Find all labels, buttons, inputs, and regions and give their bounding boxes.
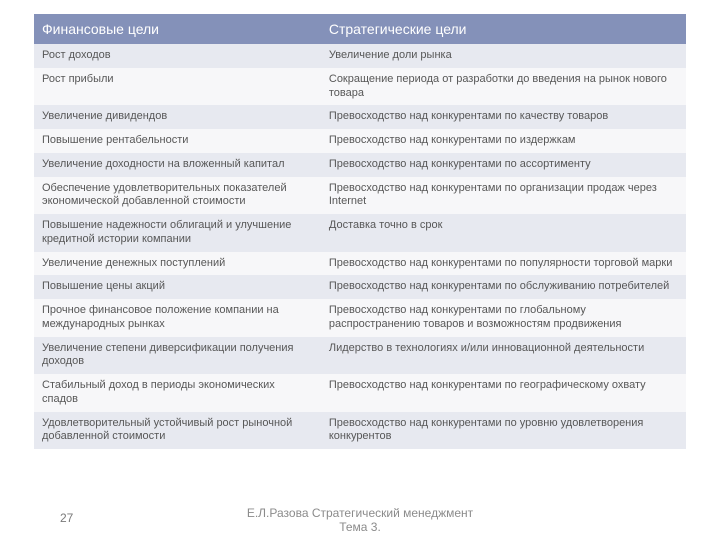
table-cell: Удовлетворительный устойчивый рост рыноч… (34, 412, 321, 450)
table-row: Увеличение доходности на вложенный капит… (34, 153, 686, 177)
table-cell: Повышение рентабельности (34, 129, 321, 153)
table-header-row: Финансовые цели Стратегические цели (34, 14, 686, 44)
table-cell: Повышение надежности облигаций и улучшен… (34, 214, 321, 252)
table-cell: Увеличение доли рынка (321, 44, 686, 68)
table-cell: Рост прибыли (34, 68, 321, 106)
table-cell: Увеличение доходности на вложенный капит… (34, 153, 321, 177)
footer-text-line2: Тема 3. (0, 520, 720, 534)
table-row: Увеличение дивидендовПревосходство над к… (34, 105, 686, 129)
footer-text-line1: Е.Л.Разова Стратегический менеджмент (247, 506, 473, 520)
table-cell: Увеличение денежных поступлений (34, 252, 321, 276)
table-cell: Прочное финансовое положение компании на… (34, 299, 321, 337)
table-cell: Обеспечение удовлетворительных показател… (34, 177, 321, 215)
table-row: Стабильный доход в периоды экономических… (34, 374, 686, 412)
table-body: Рост доходовУвеличение доли рынкаРост пр… (34, 44, 686, 449)
table-row: Рост доходовУвеличение доли рынка (34, 44, 686, 68)
table-row: Обеспечение удовлетворительных показател… (34, 177, 686, 215)
slide: Финансовые цели Стратегические цели Рост… (0, 0, 720, 540)
table-cell: Превосходство над конкурентами по органи… (321, 177, 686, 215)
table-cell: Превосходство над конкурентами по качест… (321, 105, 686, 129)
table-cell: Превосходство над конкурентами по уровню… (321, 412, 686, 450)
table-row: Повышение рентабельностиПревосходство на… (34, 129, 686, 153)
footer: Е.Л.Разова Стратегический менеджмент Тем… (0, 506, 720, 534)
table-cell: Сокращение периода от разработки до введ… (321, 68, 686, 106)
table-cell: Доставка точно в срок (321, 214, 686, 252)
table-cell: Превосходство над конкурентами по ассорт… (321, 153, 686, 177)
table-row: Увеличение денежных поступленийПревосход… (34, 252, 686, 276)
table-cell: Превосходство над конкурентами по геогра… (321, 374, 686, 412)
table-row: Рост прибылиСокращение периода от разраб… (34, 68, 686, 106)
table-row: Повышение надежности облигаций и улучшен… (34, 214, 686, 252)
table-cell: Превосходство над конкурентами по обслуж… (321, 275, 686, 299)
table-cell: Превосходство над конкурентами по популя… (321, 252, 686, 276)
goals-table: Финансовые цели Стратегические цели Рост… (34, 14, 686, 449)
table-cell: Увеличение дивидендов (34, 105, 321, 129)
table-cell: Рост доходов (34, 44, 321, 68)
table-row: Удовлетворительный устойчивый рост рыноч… (34, 412, 686, 450)
table-cell: Превосходство над конкурентами по глобал… (321, 299, 686, 337)
col-header-financial: Финансовые цели (34, 14, 321, 44)
table-cell: Лидерство в технологиях и/или инновацион… (321, 337, 686, 375)
table-row: Повышение цены акцийПревосходство над ко… (34, 275, 686, 299)
table-cell: Увеличение степени диверсификации получе… (34, 337, 321, 375)
table-row: Увеличение степени диверсификации получе… (34, 337, 686, 375)
table-cell: Стабильный доход в периоды экономических… (34, 374, 321, 412)
col-header-strategic: Стратегические цели (321, 14, 686, 44)
table-row: Прочное финансовое положение компании на… (34, 299, 686, 337)
table-cell: Превосходство над конкурентами по издерж… (321, 129, 686, 153)
table-cell: Повышение цены акций (34, 275, 321, 299)
